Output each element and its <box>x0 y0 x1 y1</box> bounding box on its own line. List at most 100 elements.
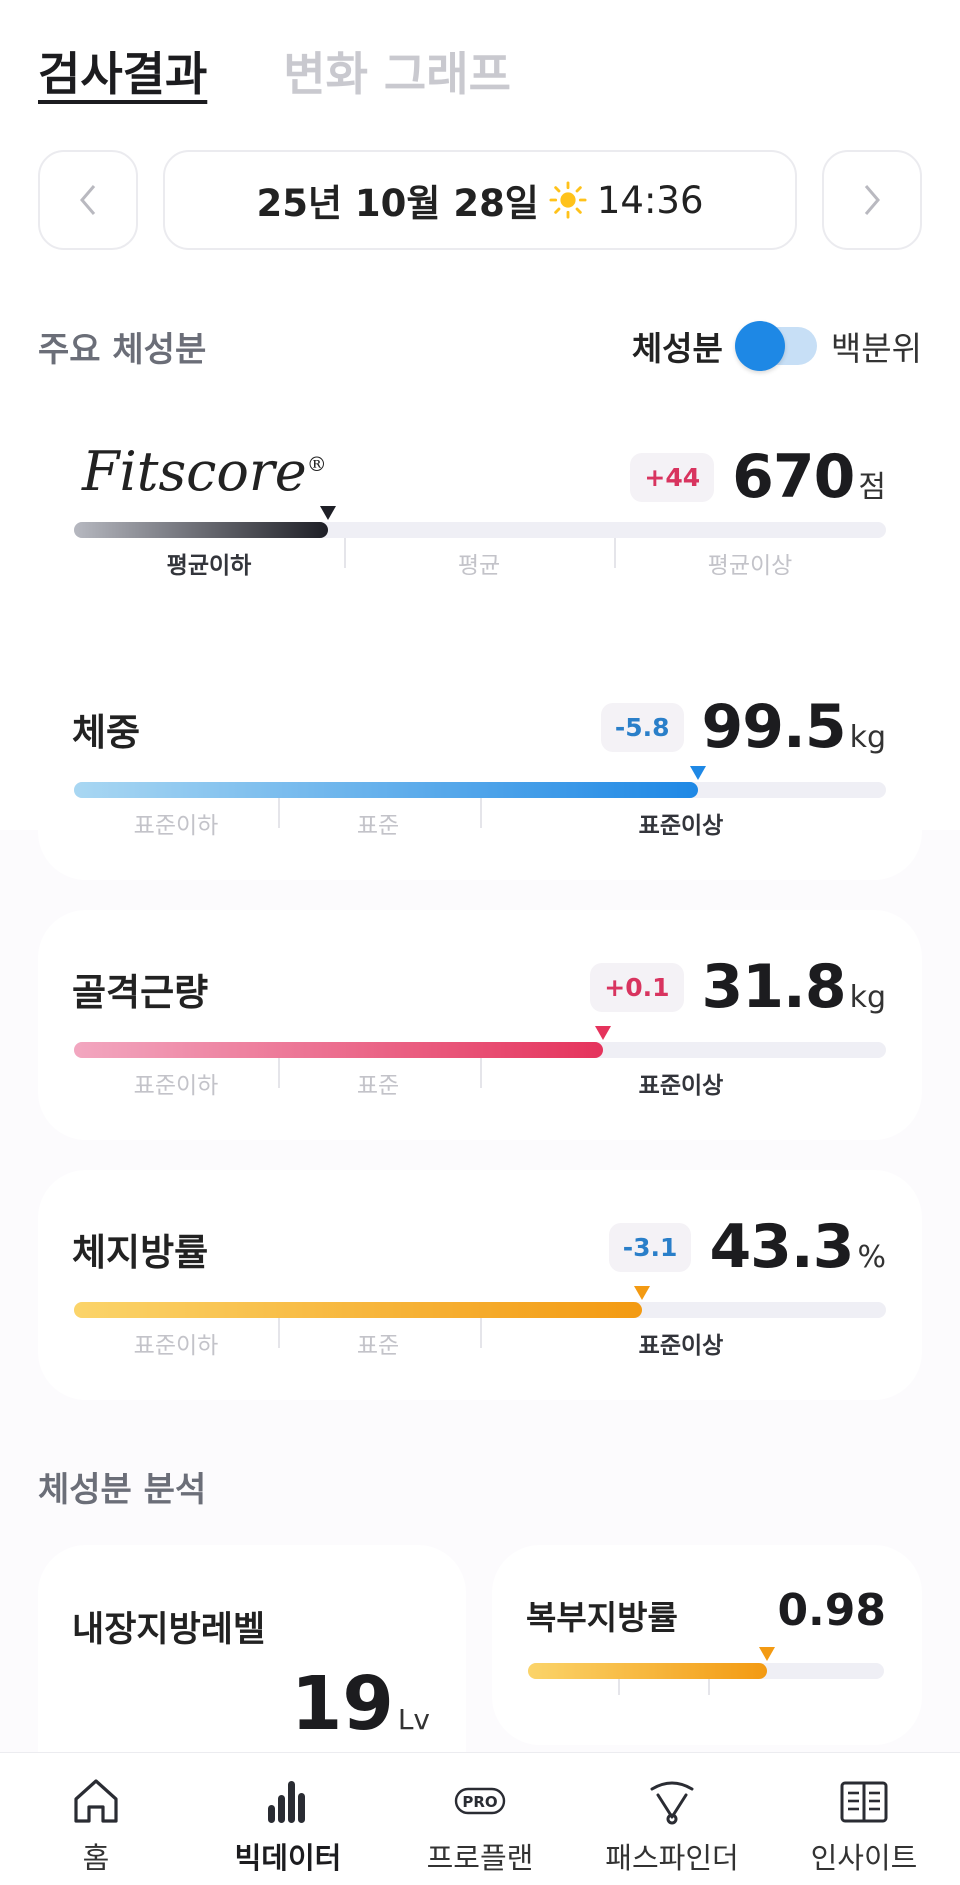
fitscore-delta-badge: +44 <box>630 452 715 502</box>
metric-marker <box>595 1026 612 1040</box>
band-divider <box>344 538 346 568</box>
fitscore-value: 670 <box>732 442 855 512</box>
nav-pathfinder[interactable]: 패스파인더 <box>576 1753 768 1885</box>
nav-home[interactable]: 홈 <box>0 1753 192 1885</box>
metric-bar <box>74 1026 886 1058</box>
metric-card-weight[interactable]: 체중 -5.8 99.5 kg 표준이하 표준 표준이상 <box>38 650 922 880</box>
nav-label: 프로플랜 <box>426 1841 534 1875</box>
abdominal-fat-card[interactable]: 복부지방률 0.98 <box>492 1545 922 1745</box>
metric-unit: kg <box>849 980 886 1015</box>
metric-name: 체지방률 <box>72 1231 209 1274</box>
band-divider <box>480 1318 482 1348</box>
toggle-knob <box>734 321 785 371</box>
band-divider <box>614 538 616 568</box>
pro-badge-text: PRO <box>462 1793 497 1811</box>
visceral-fat-value-group: 19 Lv <box>291 1661 430 1747</box>
book-icon <box>840 1781 888 1823</box>
abdominal-fat-name: 복부지방률 <box>526 1598 678 1637</box>
fitscore-bar-fill <box>74 522 329 538</box>
prev-date-button[interactable] <box>38 150 138 250</box>
metric-bar <box>74 1286 886 1318</box>
metric-delta-badge: +0.1 <box>590 962 684 1012</box>
fitscore-logo: Fitscore® <box>82 440 327 503</box>
metric-bar-fill <box>74 1042 604 1058</box>
tab-bar: 검사결과 변화 그래프 <box>38 38 511 104</box>
pro-icon: PRO <box>454 1787 506 1815</box>
main-section-title: 주요 체성분 <box>38 330 207 370</box>
band-label-mid: 평균 <box>457 553 501 579</box>
band-label-low: 표준이하 <box>133 1333 219 1359</box>
metric-name: 체중 <box>72 711 141 754</box>
band-divider <box>278 1318 280 1348</box>
band-label-high: 표준이상 <box>638 1073 724 1099</box>
fitscore-card[interactable]: Fitscore® +44 670 점 평균이하 평균 평균이상 <box>38 420 922 620</box>
nav-label: 빅데이터 <box>234 1841 342 1875</box>
visceral-fat-name: 내장지방레벨 <box>72 1610 266 1650</box>
band-label-low: 표준이하 <box>133 1073 219 1099</box>
band-label-mid: 표준 <box>356 1333 400 1359</box>
view-toggle-group: 체성분 백분위 <box>631 321 922 371</box>
nav-label: 패스파인더 <box>605 1841 739 1875</box>
pathfinder-icon <box>650 1781 694 1825</box>
home-icon <box>74 1779 118 1823</box>
nav-insight[interactable]: 인사이트 <box>768 1753 960 1885</box>
metric-unit: kg <box>849 720 886 755</box>
band-divider <box>708 1679 710 1695</box>
metric-delta-badge: -5.8 <box>600 702 684 752</box>
tab-results[interactable]: 검사결과 <box>38 47 208 101</box>
abdominal-fat-bar <box>528 1647 884 1679</box>
band-divider <box>278 1058 280 1088</box>
metric-delta-badge: -3.1 <box>608 1222 692 1272</box>
nav-bigdata[interactable]: 빅데이터 <box>192 1753 384 1885</box>
metric-value-group: -3.1 43.3 % <box>608 1212 886 1282</box>
toggle-label-composition[interactable]: 체성분 <box>631 329 723 368</box>
metric-value: 99.5 <box>701 692 847 762</box>
metric-value: 43.3 <box>709 1212 854 1282</box>
band-label-high: 표준이상 <box>638 1333 724 1359</box>
band-divider <box>618 1679 620 1695</box>
fitscore-marker <box>320 506 337 520</box>
abdominal-fat-marker <box>758 1647 775 1661</box>
date-text: 25년 10월 28일 <box>256 182 539 225</box>
metric-card-muscle[interactable]: 골격근량 +0.1 31.8 kg 표준이하 표준 표준이상 <box>38 910 922 1140</box>
band-label-mid: 표준 <box>356 1073 400 1099</box>
visceral-fat-unit: Lv <box>397 1703 430 1736</box>
date-selector[interactable]: 25년 10월 28일 14:36 <box>163 150 797 250</box>
toggle-label-percentile[interactable]: 백분위 <box>830 329 922 368</box>
view-toggle[interactable] <box>734 321 817 371</box>
next-date-button[interactable] <box>822 150 922 250</box>
metric-bar <box>74 766 886 798</box>
nav-label: 홈 <box>82 1841 110 1875</box>
band-divider <box>480 798 482 828</box>
metric-bar-fill <box>74 1302 643 1318</box>
time-text: 14:36 <box>596 178 704 222</box>
sun-icon <box>549 181 587 219</box>
metric-card-bodyfat[interactable]: 체지방률 -3.1 43.3 % 표준이하 표준 표준이상 <box>38 1170 922 1400</box>
fitscore-bar <box>74 506 886 538</box>
band-label-low: 표준이하 <box>133 813 219 839</box>
metric-value-group: -5.8 99.5 kg <box>600 692 886 762</box>
band-divider <box>480 1058 482 1088</box>
tab-change-graph[interactable]: 변화 그래프 <box>283 47 511 101</box>
band-label-high: 평균이상 <box>707 553 793 579</box>
visceral-fat-value: 19 <box>290 1661 394 1747</box>
metric-name: 골격근량 <box>72 971 209 1014</box>
nav-proplan[interactable]: PRO 프로플랜 <box>384 1753 576 1885</box>
chevron-right-icon <box>864 185 880 215</box>
metric-value: 31.8 <box>701 952 847 1022</box>
metric-marker <box>689 766 706 780</box>
band-label-high: 표준이상 <box>638 813 724 839</box>
nav-label: 인사이트 <box>810 1841 918 1875</box>
chevron-left-icon <box>80 185 96 215</box>
metric-value-group: +0.1 31.8 kg <box>590 952 886 1022</box>
analysis-section-title: 체성분 분석 <box>38 1470 207 1510</box>
abdominal-fat-value: 0.98 <box>777 1585 886 1636</box>
metric-unit: % <box>857 1240 886 1275</box>
bottom-nav: 홈 빅데이터 PRO 프로플랜 패스파인더 <box>0 1752 960 1885</box>
band-label-low: 평균이하 <box>166 553 252 579</box>
fitscore-value-group: +44 670 점 <box>630 442 886 512</box>
bar-chart-icon <box>268 1781 305 1823</box>
metric-marker <box>634 1286 651 1300</box>
band-label-mid: 표준 <box>356 813 400 839</box>
band-divider <box>278 798 280 828</box>
